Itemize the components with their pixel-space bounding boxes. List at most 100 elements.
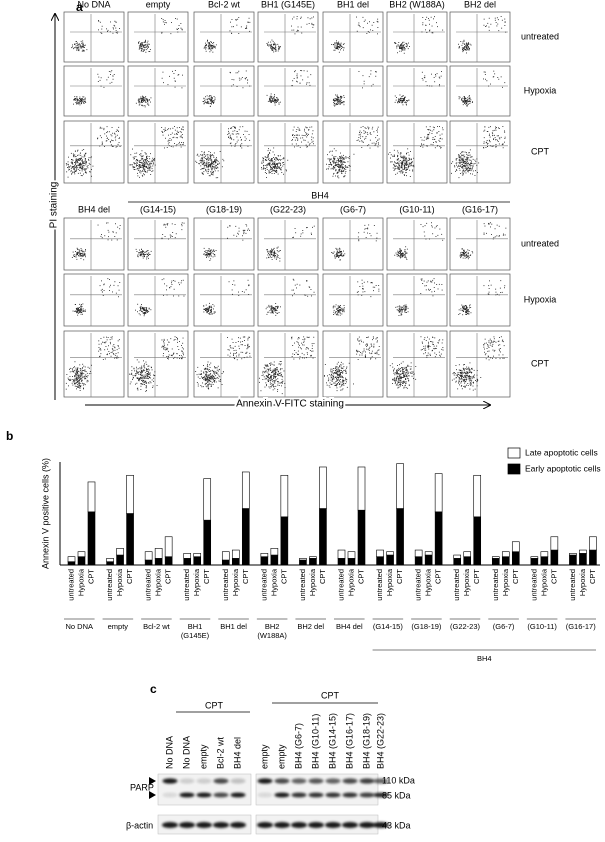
dot-plot — [387, 218, 447, 270]
cell-dot — [131, 374, 132, 375]
cell-dot — [143, 100, 144, 101]
cell-dot — [82, 383, 83, 384]
cell-dot — [404, 44, 405, 45]
cell-dot — [137, 173, 138, 174]
cell-dot — [398, 44, 399, 45]
cell-dot — [78, 252, 79, 253]
cell-dot — [238, 295, 239, 296]
cell-dot — [465, 49, 466, 50]
cell-dot — [278, 251, 279, 252]
dot-plot — [64, 66, 124, 116]
cell-dot — [150, 163, 151, 164]
cell-dot — [469, 164, 470, 165]
cell-dot — [207, 99, 208, 100]
cell-dot — [462, 164, 463, 165]
cell-dot — [488, 293, 489, 294]
cell-dot — [119, 138, 120, 139]
cell-dot — [84, 155, 85, 156]
cell-dot — [211, 306, 212, 307]
cell-dot — [271, 312, 272, 313]
cell-dot — [100, 348, 101, 349]
cell-dot — [375, 137, 376, 138]
cell-dot — [434, 283, 435, 284]
cell-dot — [429, 30, 430, 31]
cell-dot — [277, 101, 278, 102]
cell-dot — [75, 161, 76, 162]
cell-dot — [174, 289, 175, 290]
cell-dot — [79, 98, 80, 99]
cell-dot — [465, 314, 466, 315]
cell-dot — [205, 96, 206, 97]
column-header: BH2 (W188A) — [389, 0, 445, 9]
cell-dot — [296, 129, 297, 130]
cell-dot — [144, 368, 145, 369]
cell-dot — [213, 164, 214, 165]
cell-dot — [273, 163, 274, 164]
column-header: BH1 del — [337, 0, 369, 9]
cell-dot — [378, 291, 379, 292]
cell-dot — [139, 104, 140, 105]
cell-dot — [134, 157, 135, 158]
cell-dot — [149, 168, 150, 169]
cell-dot — [116, 293, 117, 294]
cell-dot — [337, 255, 338, 256]
cell-dot — [406, 46, 407, 47]
dot-plot — [387, 274, 447, 326]
cell-dot — [406, 175, 407, 176]
cell-dot — [312, 24, 313, 25]
cell-dot — [163, 21, 164, 22]
cell-dot — [143, 173, 144, 174]
cell-dot — [241, 148, 242, 149]
cell-dot — [216, 168, 217, 169]
cell-dot — [148, 378, 149, 379]
cell-dot — [164, 339, 165, 340]
cell-dot — [213, 45, 214, 46]
cell-dot — [391, 154, 392, 155]
cell-dot — [203, 306, 204, 307]
cell-dot — [268, 46, 269, 47]
cell-dot — [98, 20, 99, 21]
cell-dot — [342, 311, 343, 312]
cell-dot — [88, 375, 89, 376]
cell-dot — [200, 154, 201, 155]
cell-dot — [108, 230, 109, 231]
row-label: Hypoxia — [524, 85, 557, 95]
cell-dot — [136, 153, 137, 154]
cell-dot — [181, 147, 182, 148]
cell-dot — [456, 165, 457, 166]
cell-dot — [111, 356, 112, 357]
cell-dot — [489, 292, 490, 293]
cell-dot — [436, 142, 437, 143]
cell-dot — [145, 307, 146, 308]
cell-dot — [327, 154, 328, 155]
dot-plot — [387, 66, 447, 116]
cell-dot — [80, 173, 81, 174]
cell-dot — [457, 167, 458, 168]
cell-dot — [170, 338, 171, 339]
cell-dot — [75, 151, 76, 152]
cell-dot — [399, 253, 400, 254]
cell-dot — [100, 22, 101, 23]
cell-dot — [467, 106, 468, 107]
cell-dot — [398, 168, 399, 169]
cell-dot — [208, 311, 209, 312]
cell-dot — [204, 251, 205, 252]
cell-dot — [407, 249, 408, 250]
cell-dot — [145, 96, 146, 97]
cell-dot — [90, 371, 91, 372]
cell-dot — [239, 80, 240, 81]
cell-dot — [405, 312, 406, 313]
cell-dot — [269, 45, 270, 46]
cell-dot — [141, 46, 142, 47]
cell-dot — [146, 386, 147, 387]
cell-dot — [216, 159, 217, 160]
cell-dot — [98, 29, 99, 30]
cell-dot — [130, 165, 131, 166]
cell-dot — [469, 257, 470, 258]
cell-dot — [463, 306, 464, 307]
cell-dot — [472, 251, 473, 252]
cell-dot — [268, 42, 269, 43]
cell-dot — [144, 312, 145, 313]
cell-dot — [89, 171, 90, 172]
cell-dot — [149, 383, 150, 384]
